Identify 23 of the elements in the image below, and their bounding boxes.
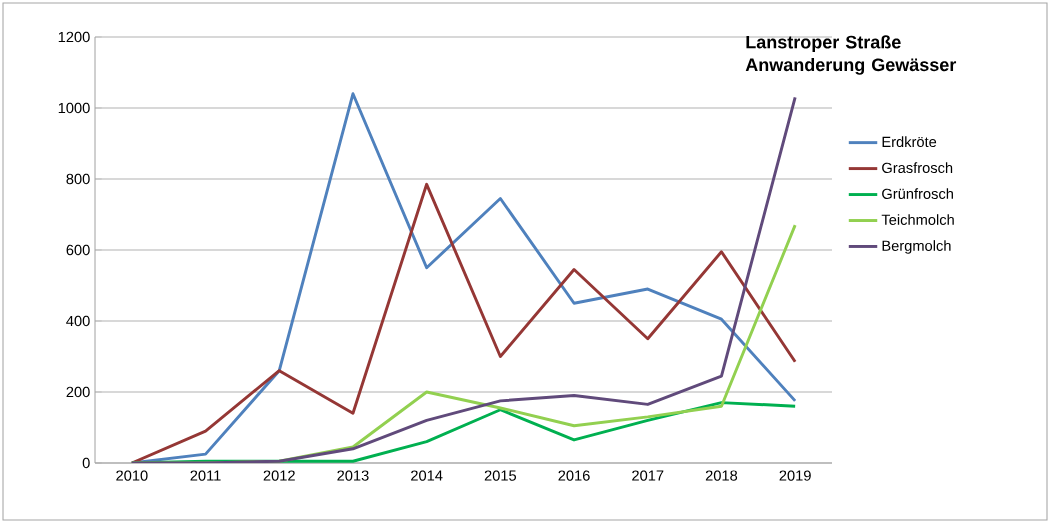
x-tick-label: 2014 (411, 470, 443, 481)
legend-label: Erdkröte (882, 136, 937, 148)
text: Lanstroper Straße Anwanderung Gewässer (745, 35, 957, 75)
legend-label: Teichmolch (881, 214, 954, 225)
y-tick-label: 600 (66, 244, 90, 256)
y-tick-label: 1200 (58, 31, 90, 43)
legend-label: Grünfrosch (882, 188, 953, 199)
x-tick-label: 2016 (558, 470, 590, 481)
x-tick-label: 2012 (263, 470, 295, 481)
legend-label: Bergmolch (882, 240, 951, 254)
y-tick-label: 0 (82, 457, 90, 469)
y-tick-label: 400 (66, 315, 90, 327)
y-tick-label: 200 (66, 386, 90, 398)
x-tick-label: 2011 (190, 470, 221, 481)
x-tick-label: 2019 (779, 470, 811, 481)
x-tick-label: 2017 (632, 470, 664, 481)
x-tick-label: 2015 (484, 470, 517, 481)
legend-label: Grasfrosch (882, 162, 953, 174)
x-tick-label: 2018 (705, 470, 738, 481)
x-tick-label: 2010 (116, 470, 148, 481)
x-tick-label: 2013 (337, 470, 369, 481)
y-tick-label: 800 (66, 173, 90, 185)
y-tick-label: 1000 (58, 102, 90, 114)
